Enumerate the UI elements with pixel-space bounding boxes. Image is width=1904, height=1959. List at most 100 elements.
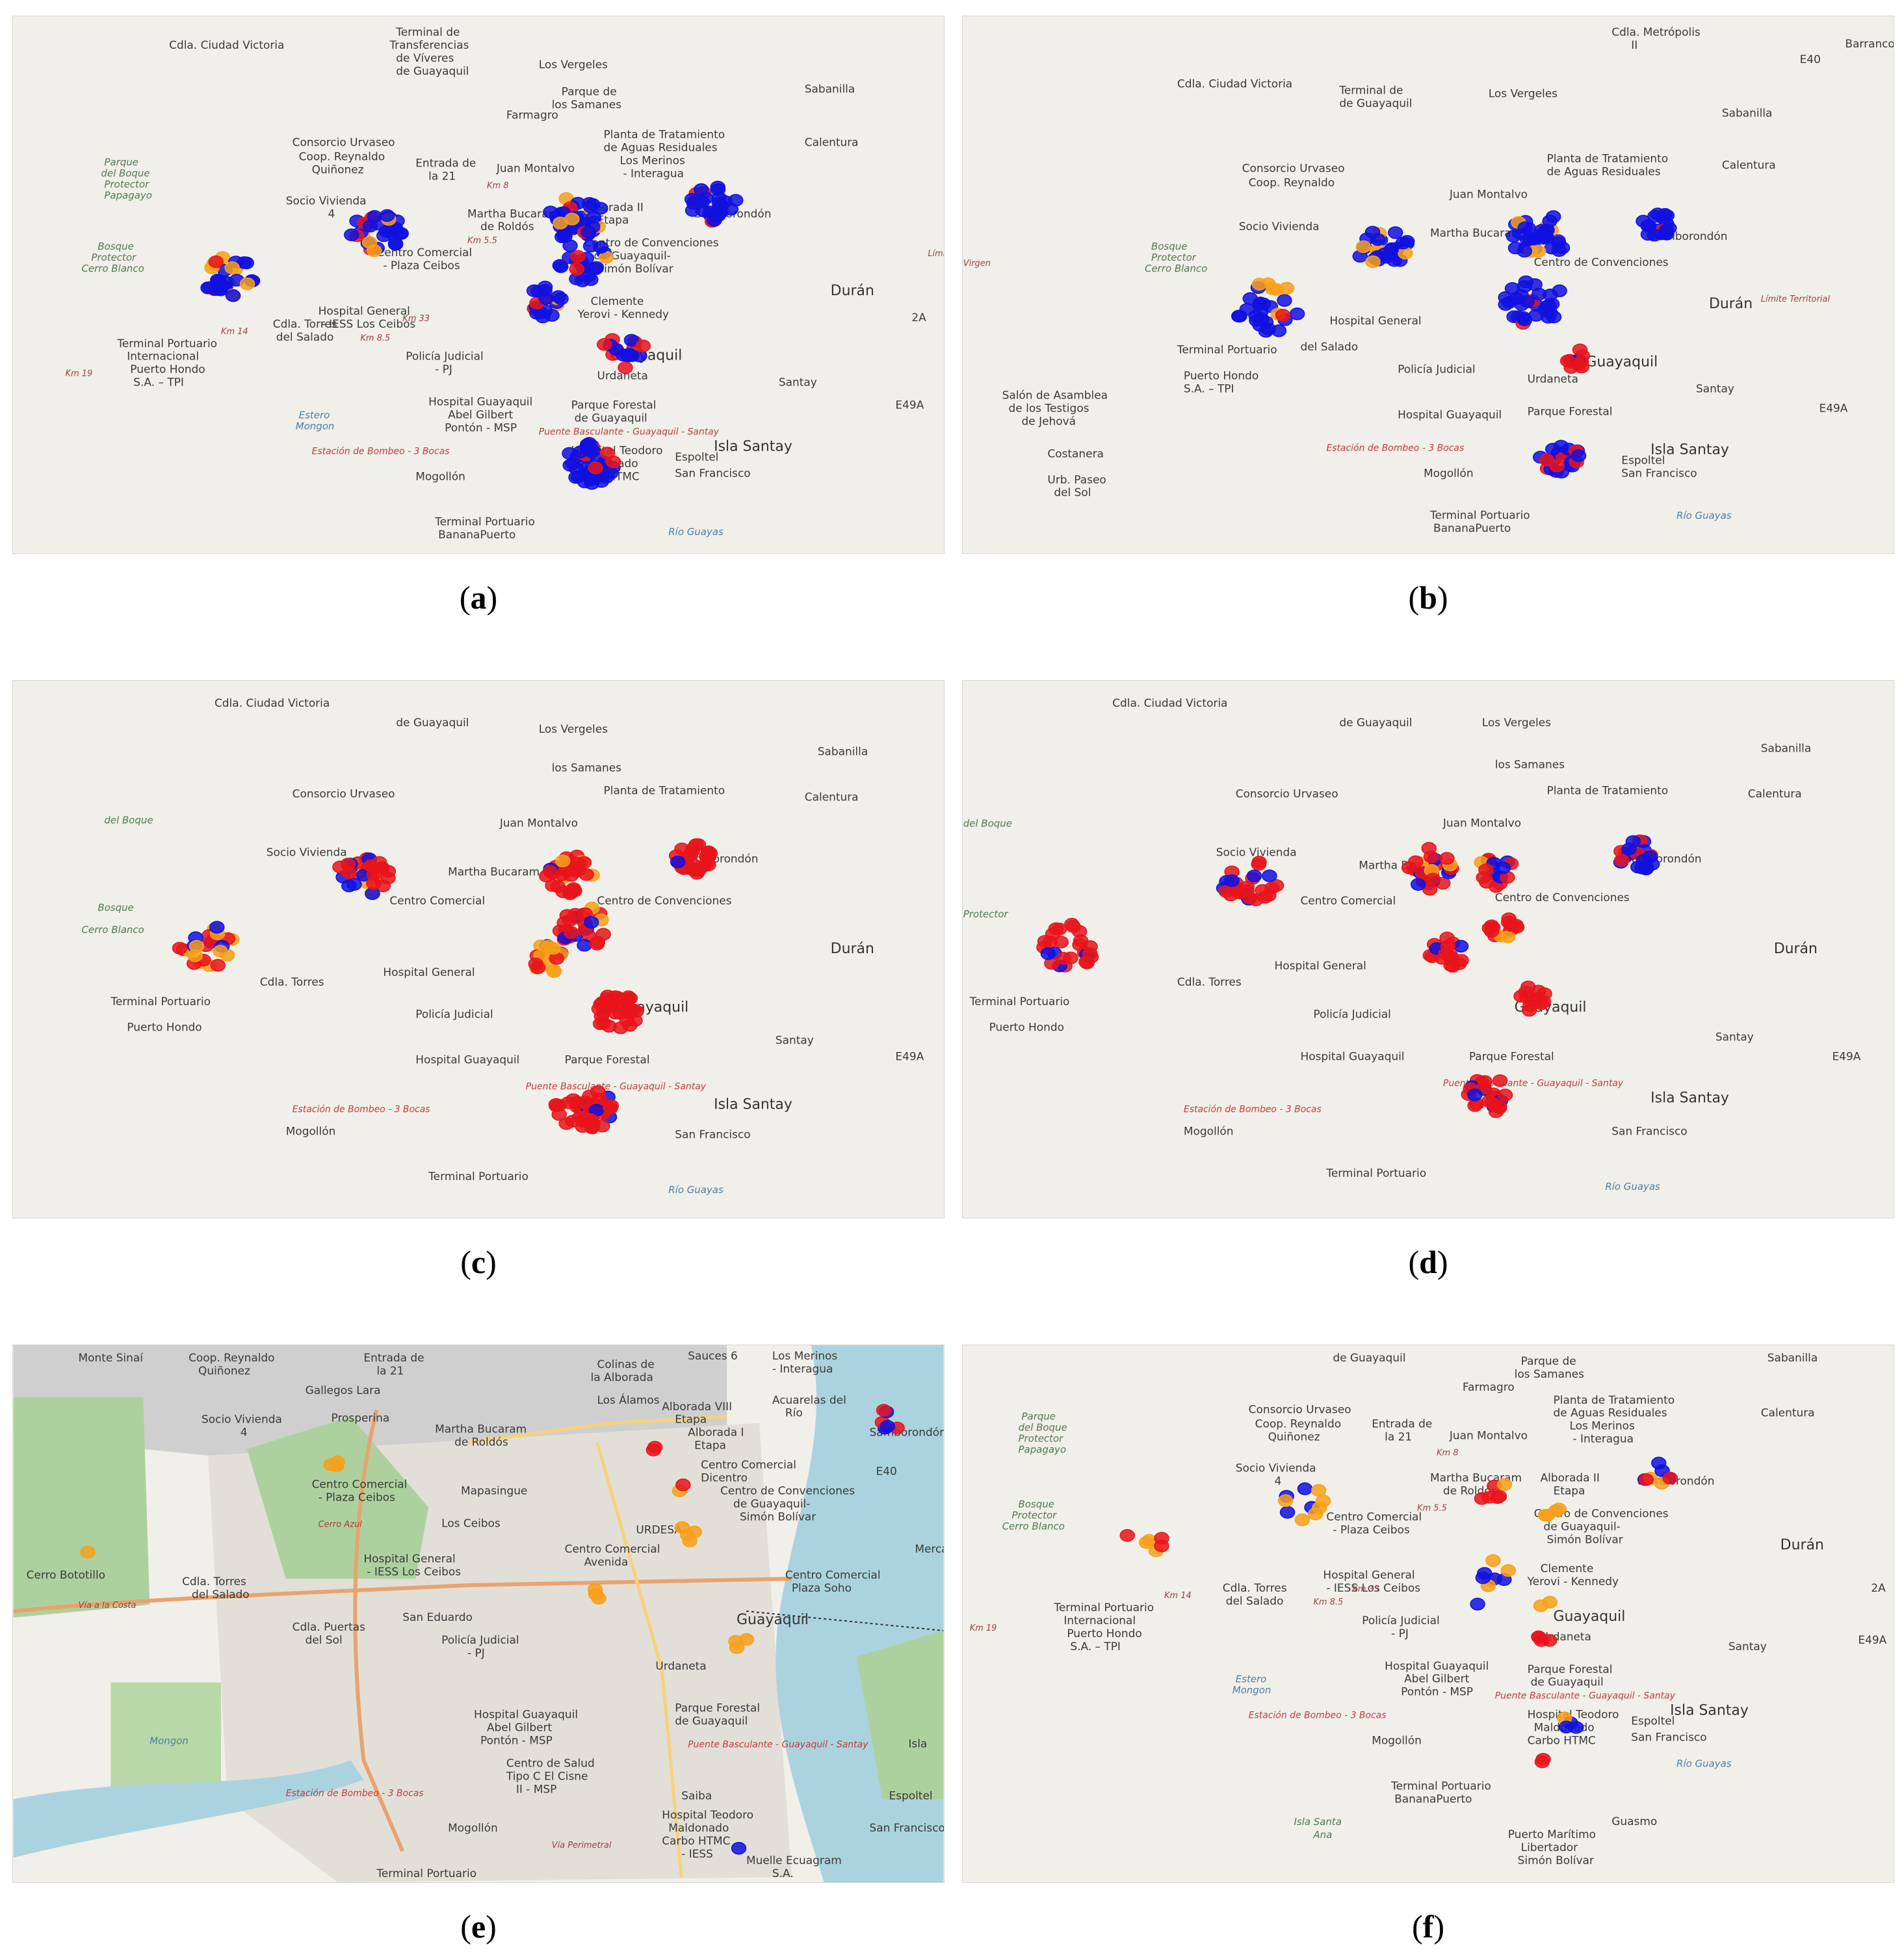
marker-red	[560, 1096, 577, 1109]
label-san-francisco: San Francisco	[675, 466, 750, 479]
label-rio-guayas: Río Guayas	[668, 526, 724, 538]
label-estero-1: Estero	[299, 410, 330, 421]
marker-red	[1051, 923, 1067, 936]
label-b-terminal-hondo-4: S.A. – TPI	[1184, 382, 1234, 395]
label-cerro-bototillo: Cerro Bototillo	[27, 1568, 105, 1581]
label-cc-avenida-1: Centro Comercial	[565, 1542, 660, 1555]
label-isla-santa-ana-2: Ana	[1312, 1829, 1332, 1841]
label-d-hospital-abel-1: Hospital Guayaquil	[1300, 1050, 1404, 1063]
marker-red	[603, 1099, 619, 1112]
label-b-convenciones-1: Centro de Convenciones	[1534, 256, 1669, 269]
marker-blue	[1517, 244, 1532, 258]
label-c-martha-1: Martha Bucaram	[448, 865, 540, 878]
caption-d: (d)	[1408, 1244, 1448, 1280]
label-convenciones-1: Centro de Convenciones	[584, 236, 719, 249]
label-torres-1: Cdla. Torres	[273, 317, 337, 330]
marker-red	[575, 1115, 592, 1128]
label-f-parque-samanes-2: los Samanes	[1515, 1367, 1584, 1380]
map-labels-a: Cdla. Ciudad Victoria Terminal de Transf…	[66, 25, 944, 541]
label-e-hospital-teodoro-2: Maldonado	[668, 1821, 729, 1834]
label-f-convenciones-2: de Guayaquil-	[1544, 1519, 1621, 1532]
marker-blue	[713, 198, 729, 212]
label-c-bombeo: Estación de Bombeo - 3 Bocas	[293, 1104, 430, 1114]
label-los-vergeles: Los Vergeles	[539, 58, 608, 71]
marker-red	[597, 338, 612, 351]
marker-orange	[1294, 1513, 1311, 1527]
label-b-terminal-banana-1: Terminal Portuario	[1429, 508, 1530, 521]
label-e-hospital-abel-3: Pontón - MSP	[480, 1734, 553, 1747]
label-terminal-viveres-1: Terminal de	[395, 25, 460, 38]
island-e	[856, 1630, 944, 1800]
label-d-terminal-hondo-1: Terminal Portuario	[969, 995, 1070, 1008]
marker-orange	[1485, 1554, 1501, 1567]
marker-red	[607, 990, 623, 1003]
label-b-sabanilla: Sabanilla	[1722, 107, 1773, 120]
label-b-ciudad-victoria: Cdla. Ciudad Victoria	[1177, 77, 1292, 90]
label-costanera: Costanera	[1047, 447, 1104, 460]
label-e-bombeo: Estación de Bombeo - 3 Bocas	[286, 1788, 424, 1798]
label-b-mogollon: Mogollón	[1424, 466, 1474, 479]
marker-blue	[1541, 298, 1557, 312]
label-hospital-ceibos-2: - IESS Los Ceibos	[322, 317, 416, 330]
marker-orange	[1496, 1478, 1513, 1492]
marker-orange	[1551, 1503, 1567, 1516]
label-c-terminal-viveres-4: de Guayaquil	[396, 716, 469, 729]
label-terminal-viveres-2: Transferencias	[389, 38, 469, 51]
marker-blue	[1470, 1597, 1485, 1611]
label-e-terminal-banana-1: Terminal Portuario	[376, 1867, 476, 1880]
label-mapasingue: Mapasingue	[461, 1484, 527, 1497]
label-d-parque-samanes-2: los Samanes	[1495, 758, 1565, 771]
label-f-parque-samanes-1: Parque de	[1521, 1354, 1576, 1367]
label-f-planta-2: de Aguas Residuales	[1554, 1406, 1667, 1419]
label-e-torres-2: del Salado	[192, 1588, 250, 1601]
marker-blue	[344, 228, 359, 241]
label-e-convenciones-1: Centro de Convenciones	[720, 1484, 855, 1497]
label-f-espoltel: Espoltel	[1631, 1715, 1675, 1728]
label-urdesa: URDESA	[636, 1523, 682, 1536]
label-f-hospital-abel-3: Pontón - MSP	[1401, 1685, 1473, 1698]
road-e-perimetral	[353, 1410, 405, 1852]
caption-a: (a)	[459, 579, 498, 616]
marker-orange	[1277, 1494, 1294, 1507]
marker-red	[380, 871, 396, 885]
label-prosperina: Prosperina	[332, 1412, 390, 1425]
label-f-convenciones-1: Centro de Convenciones	[1534, 1506, 1669, 1519]
marker-red	[1638, 1473, 1654, 1486]
label-e-socio-2: 4	[241, 1426, 248, 1439]
map-a-svg: Cdla. Ciudad Victoria Terminal de Transf…	[13, 16, 944, 553]
marker-orange	[224, 261, 240, 274]
label-c-convenciones-1: Centro de Convenciones	[597, 894, 732, 907]
label-e-isla: Isla	[908, 1737, 927, 1750]
label-f-policia-2: - PJ	[1391, 1627, 1409, 1640]
label-bosque-1: Bosque	[98, 241, 133, 252]
marker-red	[1519, 991, 1535, 1004]
label-alborada-2: Etapa	[597, 213, 629, 226]
marker-blue	[213, 283, 228, 296]
label-b-espoltel: Espoltel	[1621, 453, 1665, 466]
marker-blue	[1498, 291, 1513, 304]
label-b-duran: Durán	[1709, 296, 1753, 312]
label-boque-3: Protector	[104, 178, 150, 190]
marker-orange	[239, 277, 255, 291]
label-e-entrada-21-2: la 21	[376, 1364, 404, 1377]
marker-orange	[189, 940, 205, 953]
marker-blue	[593, 241, 609, 254]
label-f-santay: Santay	[1728, 1640, 1767, 1653]
label-terminal-hondo-3: Puerto Hondo	[130, 363, 205, 376]
label-e-policia-2: - PJ	[467, 1646, 485, 1659]
marker-blue	[1520, 233, 1535, 246]
base-map-layer	[963, 1345, 1894, 1882]
label-los-alamos: Los Álamos	[597, 1393, 660, 1406]
label-f-boque-2: del Boque	[1019, 1422, 1067, 1434]
marker-red	[1053, 936, 1069, 949]
label-d-terminal-hondo-3: Puerto Hondo	[989, 1021, 1064, 1034]
label-b-hospital-ceibos-1: Hospital General	[1329, 314, 1421, 327]
label-planta-4: - Interagua	[623, 166, 684, 179]
marker-red	[210, 958, 226, 972]
label-alborada-i: Alborada I	[688, 1426, 744, 1439]
marker-red	[1423, 850, 1439, 863]
label-terminal-banana-2: BananaPuerto	[438, 528, 515, 541]
marker-red	[366, 877, 382, 890]
marker-blue	[1453, 940, 1469, 953]
label-f-hospital-teodoro-3: Carbo HTMC	[1528, 1734, 1596, 1747]
